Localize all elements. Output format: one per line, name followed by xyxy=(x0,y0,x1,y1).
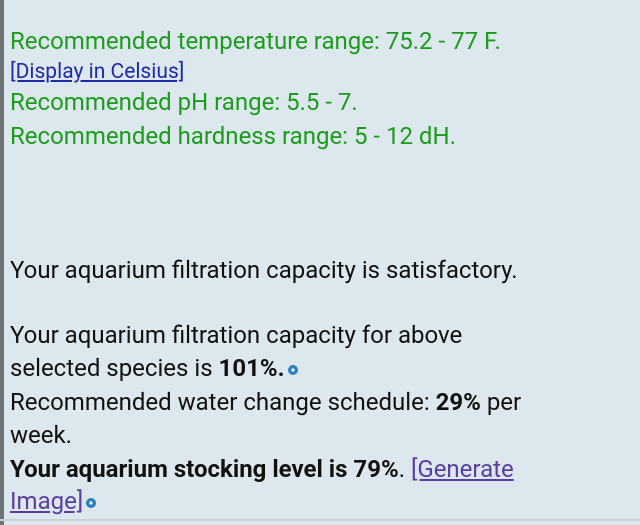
status-line: Your aquarium filtration capacity is sat… xyxy=(10,254,518,287)
text: . xyxy=(398,455,411,483)
text: week. xyxy=(10,421,72,449)
capacity-line: selected species is 101%. xyxy=(10,352,299,385)
text: per xyxy=(480,388,522,416)
celsius-line: [Display in Celsius] xyxy=(10,56,184,89)
left-border xyxy=(0,0,4,525)
temperature-line: Recommended temperature range: 75.2 - 77… xyxy=(10,25,501,58)
capacity-value: 101% xyxy=(218,354,278,382)
text: selected species is xyxy=(10,354,219,382)
divider xyxy=(0,519,640,521)
water-change-line: Recommended water change schedule: 29% p… xyxy=(10,386,521,419)
text: Your aquarium filtration capacity for ab… xyxy=(10,321,463,349)
stocking-line: Image] xyxy=(10,485,97,518)
stocking-line: Your aquarium stocking level is 79%. [Ge… xyxy=(10,453,514,486)
text: Recommended hardness range: 5 - 12 dH. xyxy=(10,122,456,150)
info-icon[interactable] xyxy=(85,497,97,509)
ph-line: Recommended pH range: 5.5 - 7. xyxy=(10,86,358,119)
water-change-value: 29% xyxy=(435,388,481,416)
text: Recommended water change schedule: xyxy=(10,388,436,416)
text: Recommended temperature range: 75.2 - 77… xyxy=(10,27,501,55)
generate-link[interactable]: Image] xyxy=(10,487,84,515)
hardness-line: Recommended hardness range: 5 - 12 dH. xyxy=(10,120,456,153)
text: Your aquarium stocking level is xyxy=(10,455,354,483)
text: Your aquarium filtration capacity is sat… xyxy=(10,256,518,284)
text: . xyxy=(277,354,285,382)
capacity-line: Your aquarium filtration capacity for ab… xyxy=(10,319,462,352)
celsius-link[interactable]: [Display in Celsius] xyxy=(10,60,185,84)
stocking-value: 79% xyxy=(353,455,399,483)
water-change-line: week. xyxy=(10,419,72,452)
text: Recommended pH range: 5.5 - 7. xyxy=(10,88,358,116)
generate-link[interactable]: [Generate xyxy=(410,455,514,483)
info-icon[interactable] xyxy=(287,364,299,376)
